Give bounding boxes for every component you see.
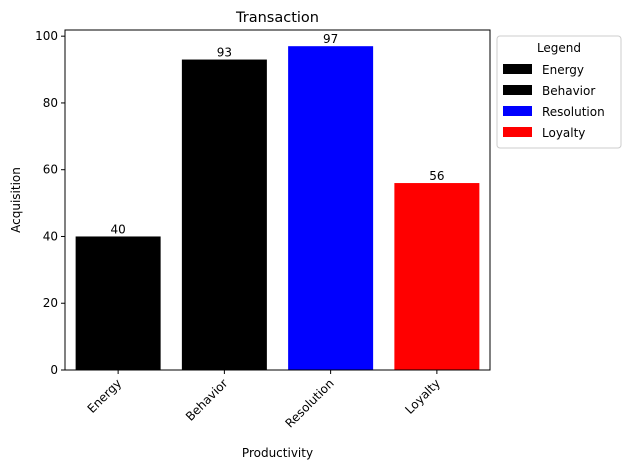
- bar-behavior: [181, 59, 267, 370]
- legend-swatch-loyalty: [503, 127, 532, 137]
- x-tick-label-resolution: Resolution: [283, 376, 337, 430]
- x-axis-label: Productivity: [242, 446, 313, 460]
- legend-title: Legend: [537, 41, 581, 55]
- y-axis-label: Acquisition: [9, 167, 23, 233]
- bar-value-label-resolution: 97: [323, 32, 338, 46]
- x-tick-label-behavior: Behavior: [183, 376, 231, 424]
- legend-entries: Energy Behavior Resolution Loyalty: [503, 63, 605, 140]
- legend-label-energy: Energy: [542, 63, 584, 77]
- bar-value-label-loyalty: 56: [429, 169, 444, 183]
- y-tick-label-0: 0: [50, 363, 58, 377]
- bars-group: [75, 46, 480, 370]
- value-labels-group: 40 93 97 56: [110, 32, 444, 236]
- y-tick-label-60: 60: [43, 163, 58, 177]
- bar-value-label-behavior: 93: [217, 46, 232, 60]
- y-tick-label-20: 20: [43, 296, 58, 310]
- legend: Legend Energy Behavior Resolution Loyalty: [496, 35, 622, 149]
- bar-energy: [75, 236, 161, 370]
- y-tick-label-40: 40: [43, 229, 58, 243]
- x-tick-label-energy: Energy: [85, 376, 125, 416]
- legend-swatch-resolution: [503, 106, 532, 116]
- legend-label-behavior: Behavior: [542, 84, 595, 98]
- y-tick-label-80: 80: [43, 96, 58, 110]
- y-tick-label-100: 100: [35, 29, 58, 43]
- legend-label-resolution: Resolution: [542, 105, 605, 119]
- legend-label-loyalty: Loyalty: [542, 126, 585, 140]
- legend-swatch-energy: [503, 64, 532, 74]
- bar-loyalty: [394, 183, 480, 370]
- bar-resolution: [288, 46, 374, 370]
- x-axis: Energy Behavior Resolution Loyalty: [85, 370, 443, 430]
- plot-area-frame: [64, 29, 491, 371]
- x-tick-label-loyalty: Loyalty: [402, 376, 443, 417]
- chart-title: Transaction: [235, 10, 319, 26]
- legend-swatch-behavior: [503, 85, 532, 95]
- bar-value-label-energy: 40: [110, 222, 125, 236]
- y-axis: 0 20 40 60 80 100: [35, 29, 65, 377]
